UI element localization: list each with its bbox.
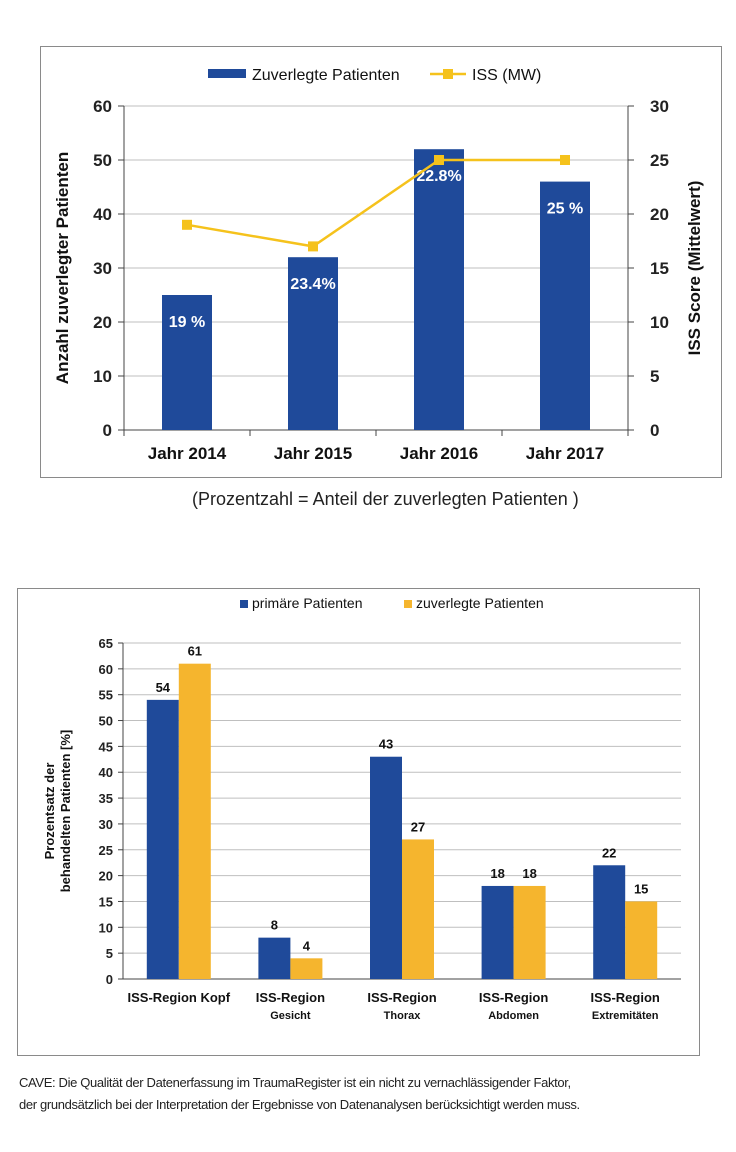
chart-2-y-tick-label: 10 (99, 920, 113, 935)
chart-2-bar (370, 756, 402, 979)
chart-1-iss-marker (182, 219, 192, 230)
chart-2-legend-swatch (240, 600, 248, 608)
chart-1-bar (540, 181, 590, 430)
chart-1-x-tick-label: Jahr 2017 (526, 444, 604, 463)
chart-2-bar-label: 61 (188, 644, 202, 659)
chart-2-bar-label: 43 (379, 737, 393, 752)
chart-2-x-tick-label: ISS-Region (591, 990, 660, 1005)
chart-1-y2-tick-label: 5 (650, 367, 659, 386)
chart-1-x-tick-label: Jahr 2016 (400, 444, 478, 463)
chart-2-bar (513, 885, 546, 979)
chart-2-x-tick-label: ISS-Region (367, 990, 436, 1005)
chart-1-y-tick-label: 30 (93, 259, 112, 278)
chart-1-bar-label: 25 % (547, 201, 583, 218)
chart-1-y-tick-label: 60 (93, 97, 112, 116)
chart-2-y-tick-label: 30 (99, 817, 113, 832)
chart-1-y2-tick-label: 20 (650, 205, 669, 224)
chart-1-bar (288, 257, 338, 430)
chart-1-y2-tick-label: 25 (650, 151, 669, 170)
chart-2-bar (258, 937, 291, 979)
chart-2-x-tick-sublabel: Gesicht (270, 1010, 311, 1022)
chart-1-y2-tick-label: 15 (650, 259, 669, 278)
chart-2-y-tick-label: 45 (99, 739, 113, 754)
chart-2-bar-label: 54 (156, 680, 171, 695)
chart-1-bar (414, 149, 464, 430)
chart-2-x-tick-sublabel: Abdomen (488, 1010, 539, 1022)
chart-2-bar-label: 18 (522, 866, 536, 881)
chart-2-bar-label: 22 (602, 845, 616, 860)
chart-1-y2-tick-label: 30 (650, 97, 669, 116)
chart-2-y-tick-label: 20 (99, 869, 113, 884)
chart-1-iss-marker (308, 241, 318, 252)
chart-2-x-tick-label: ISS-Region (256, 990, 325, 1005)
chart-1-bar-label: 23.4% (290, 276, 335, 293)
chart-1-legend-swatch-bar (208, 69, 246, 78)
chart-1-bar (162, 295, 212, 430)
chart-2-bar-label: 15 (634, 881, 648, 896)
chart-1-y2-tick-label: 0 (650, 421, 659, 440)
cave-note-line-2: der grundsätzlich bei der Interpretation… (19, 1097, 580, 1112)
chart-2-y-axis-title-line-1: Prozentsatz der (42, 763, 57, 860)
chart-2-bar (290, 958, 323, 979)
chart-1-iss-marker (560, 155, 570, 165)
chart-2-x-tick-sublabel: Thorax (384, 1010, 422, 1022)
chart-2-x-tick-sublabel: Extremitäten (592, 1010, 659, 1022)
chart-2-iss-regions: 0 5 10 15 20 25 30 35 40 45 50 55 60 65 54 61 ISS-Region… (42, 595, 681, 1022)
chart-1-iss-line (186, 158, 565, 248)
chart-1-y2-axis-title: ISS Score (Mittelwert) (685, 181, 704, 356)
chart-1-y-tick-label: 40 (93, 205, 112, 224)
chart-2-y-tick-label: 60 (99, 662, 113, 677)
chart-2-bar (593, 865, 626, 979)
chart-2-bar (625, 901, 658, 979)
chart-1-y-axis-title: Anzahl zuverlegter Patienten (53, 152, 72, 384)
chart-1-y2-tick-label: 10 (650, 313, 669, 332)
chart-1-x-tick-label: Jahr 2014 (148, 444, 227, 463)
chart-2-bar (402, 839, 434, 979)
chart-2-y-tick-label: 15 (99, 894, 113, 909)
chart-1-y-tick-label: 20 (93, 313, 112, 332)
chart-2-y-tick-label: 40 (99, 765, 113, 780)
chart-1-bar-label: 19 % (169, 314, 205, 331)
chart-1-legend-swatch-marker (443, 69, 453, 79)
chart-2-legend-swatch (404, 600, 412, 608)
chart-2-bar-label: 27 (411, 819, 425, 834)
chart-1-y-tick-label: 50 (93, 151, 112, 170)
chart-2-y-tick-label: 0 (106, 972, 113, 987)
chart-2-bar-label: 8 (271, 918, 278, 933)
chart-2-y-axis-title-line-2: behandelten Patienten [%] (58, 730, 73, 893)
chart-2-x-tick-label: ISS-Region Kopf (128, 990, 231, 1005)
chart-2-frame (17, 588, 700, 1056)
chart-2-y-tick-label: 5 (106, 946, 113, 961)
chart-2-legend-label: primäre Patienten (252, 595, 363, 611)
chart-1-bar-label: 22.8% (416, 168, 461, 185)
cave-note-line-1: CAVE: Die Qualität der Datenerfassung im… (19, 1075, 571, 1090)
chart-1-y-tick-label: 0 (103, 421, 112, 440)
chart-2-y-tick-label: 55 (99, 688, 113, 703)
chart-1-legend-label: Zuverlegte Patienten (252, 67, 400, 84)
chart-2-bar (146, 699, 179, 979)
chart-2-x-tick-label: ISS-Region (479, 990, 548, 1005)
chart-1-y-tick-label: 10 (93, 367, 112, 386)
chart-1-legend-label: ISS (MW) (472, 67, 541, 84)
chart-2-bar (178, 663, 211, 979)
chart-2-legend-label: zuverlegte Patienten (416, 595, 544, 611)
chart-2-bar-label: 18 (490, 866, 504, 881)
chart-1-iss-marker (434, 155, 444, 165)
chart-2-y-tick-label: 65 (99, 636, 113, 651)
chart-2-bar (481, 885, 514, 979)
chart-1-frame (40, 46, 722, 478)
chart-1-x-tick-label: Jahr 2015 (274, 444, 352, 463)
chart-1-transfers-iss: 0 10 20 30 40 50 60 0 5 10 15 20 25 30 19 % Jahr 2014 23… (53, 67, 704, 463)
chart-2-y-tick-label: 35 (99, 791, 113, 806)
chart-1-caption: (Prozentzahl = Anteil der zuverlegten Pa… (192, 489, 579, 509)
chart-2-y-tick-label: 25 (99, 843, 113, 858)
chart-2-y-tick-label: 50 (99, 714, 113, 729)
chart-2-bar-label: 4 (303, 938, 311, 953)
